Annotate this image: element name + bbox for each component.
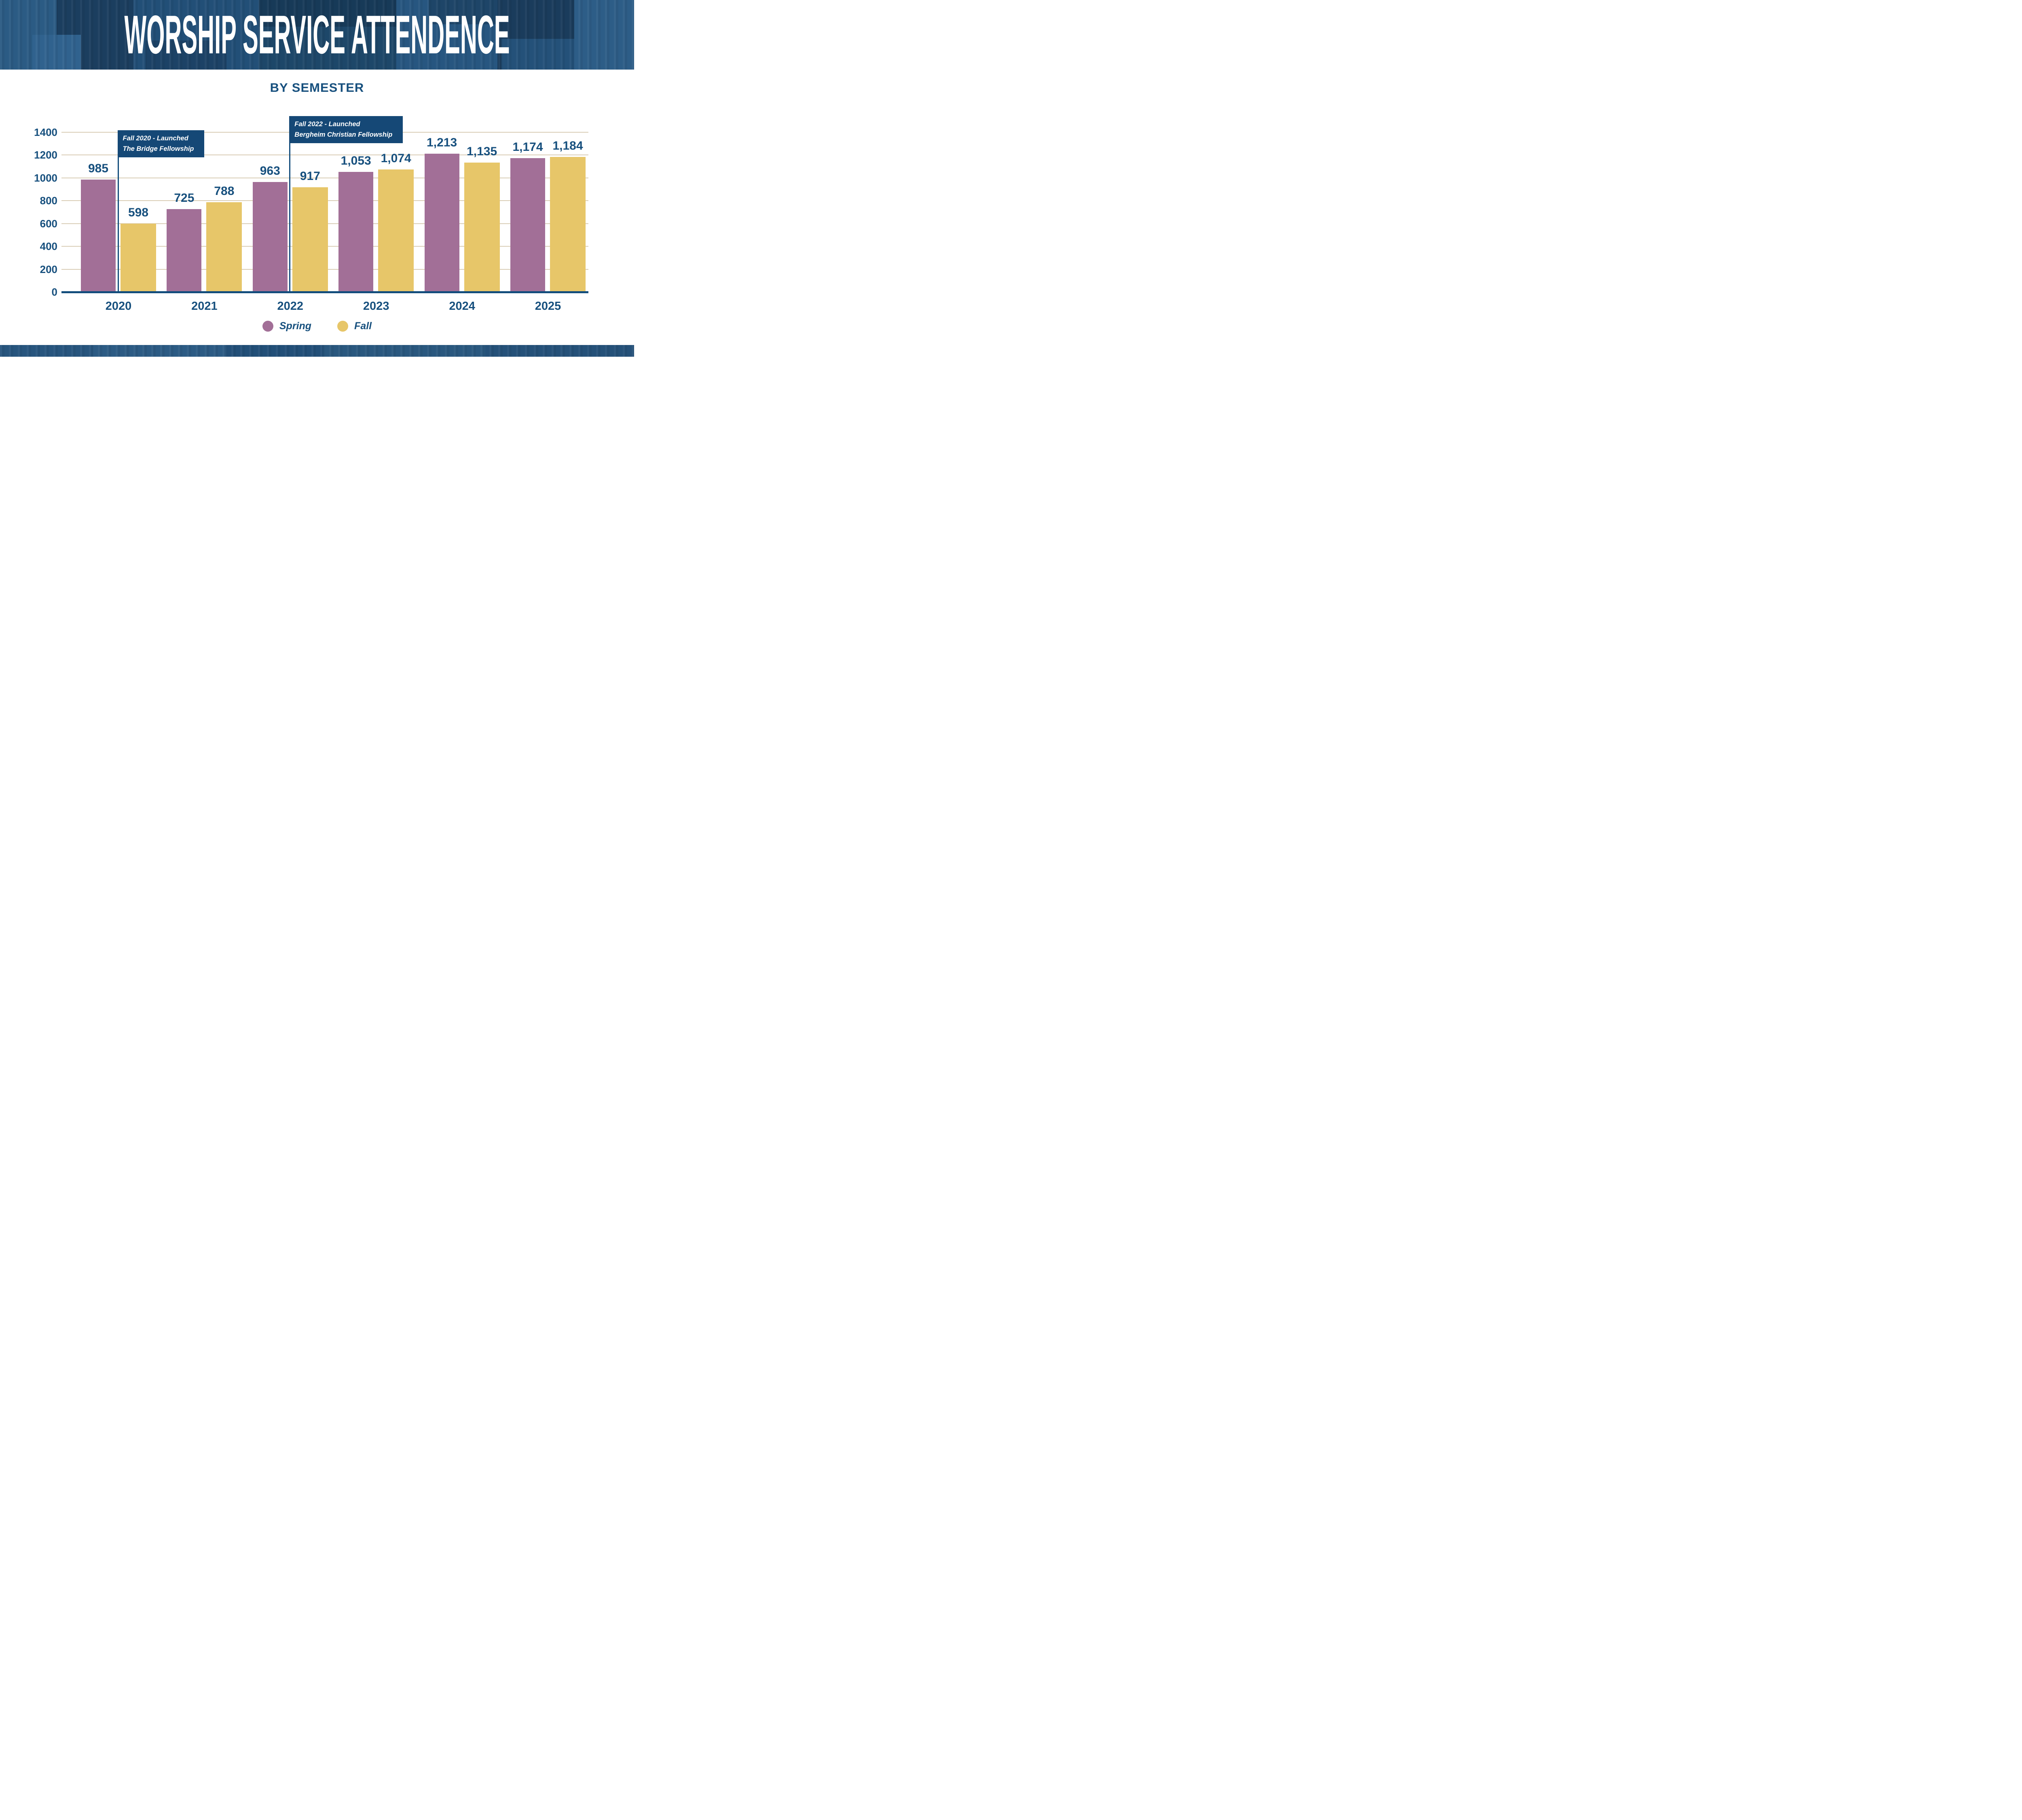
value-label-fall-2024: 1,135 (467, 144, 497, 158)
page-title: WORSHIP SERVICE ATTENDENCE (124, 4, 510, 65)
x-axis-label-2024: 2024 (449, 300, 475, 313)
legend-item-fall: Fall (337, 320, 372, 332)
bar-fall-2020 (121, 224, 156, 292)
x-axis-label-2021: 2021 (191, 300, 218, 313)
bar-fall-2021 (206, 202, 242, 292)
footer-collage-block (226, 345, 324, 357)
y-axis-label-1400: 1400 (34, 126, 57, 138)
header-collage-patch (259, 0, 396, 27)
legend-swatch-fall (337, 321, 349, 332)
value-label-spring-2021: 725 (174, 191, 195, 205)
annotation-text-line: Fall 2020 - Launched (123, 135, 188, 142)
footer-collage-block (93, 345, 226, 357)
footer-collage-block (324, 345, 485, 357)
value-label-spring-2025: 1,174 (512, 140, 543, 154)
bar-fall-2024 (464, 162, 500, 292)
header-collage-texture (0, 0, 634, 70)
bar-fall-2023 (378, 169, 414, 292)
bar-spring-2023 (338, 171, 374, 292)
header-collage-patch (146, 40, 226, 70)
legend-label-spring: Spring (279, 320, 312, 332)
value-label-spring-2020: 985 (88, 162, 109, 176)
bar-spring-2022 (252, 182, 288, 292)
y-axis-label-1000: 1000 (34, 171, 57, 184)
header-collage-block (574, 0, 634, 70)
x-axis-label-2023: 2023 (363, 300, 389, 313)
footer-collage-block (0, 345, 93, 357)
y-axis-label-1200: 1200 (34, 149, 57, 161)
y-axis-label-600: 600 (40, 217, 57, 230)
value-label-fall-2021: 788 (214, 184, 235, 198)
x-axis-label-2025: 2025 (535, 300, 561, 313)
header-collage-patch (501, 39, 574, 70)
annotation-line-2 (289, 116, 291, 292)
footer-collage-texture (0, 345, 634, 357)
legend-label-fall: Fall (354, 320, 372, 332)
value-label-fall-2020: 598 (128, 206, 149, 220)
bar-spring-2025 (510, 158, 545, 292)
annotation-text-line: Fall 2022 - Launched (294, 121, 360, 128)
legend-item-spring: Spring (262, 320, 311, 332)
y-axis-label-200: 200 (40, 263, 57, 275)
bar-spring-2024 (424, 153, 459, 292)
plot-area: 1400 1200 1000 800 600 400 200 0 985 725 963 1,053 1… (0, 0, 634, 357)
bar-spring-2021 (167, 209, 202, 292)
header-collage-patch (32, 35, 81, 70)
y-axis-label-800: 800 (40, 195, 57, 207)
value-label-fall-2025: 1,184 (552, 139, 583, 152)
annotation-text-line: Bergheim Christian Fellowship (294, 131, 393, 138)
chart-subtitle: BY SEMESTER (270, 80, 364, 95)
value-label-spring-2022: 963 (260, 164, 280, 178)
legend: Spring Fall (0, 320, 634, 332)
bar-spring-2020 (81, 180, 116, 292)
value-label-spring-2024: 1,213 (427, 135, 457, 149)
bar-fall-2025 (550, 157, 586, 292)
bar-fall-2022 (292, 187, 328, 292)
x-axis-label-2022: 2022 (277, 300, 304, 313)
footer-band (0, 345, 634, 357)
legend-swatch-spring (262, 321, 273, 332)
y-axis-label-0: 0 (51, 286, 57, 298)
header-band: WORSHIP SERVICE ATTENDENCE (0, 0, 634, 70)
gridline-1200 (61, 154, 588, 156)
annotation-box-2: Fall 2022 - Launched Bergheim Christian F… (289, 116, 403, 143)
value-label-fall-2023: 1,074 (381, 151, 411, 165)
annotation-text-line: The Bridge Fellowship (123, 145, 194, 152)
x-axis-label-2020: 2020 (105, 300, 132, 313)
footer-collage-block (485, 345, 634, 357)
annotation-box-1: Fall 2020 - Launched The Bridge Fellowshi… (117, 130, 204, 157)
slide-canvas: WORSHIP SERVICE ATTENDENCE BY SEMESTER 1… (0, 0, 634, 357)
y-axis-label-400: 400 (40, 240, 57, 253)
annotation-line-1 (117, 130, 119, 292)
value-label-spring-2023: 1,053 (341, 154, 371, 167)
value-label-fall-2022: 917 (300, 169, 320, 183)
header-collage-patch (429, 0, 497, 24)
x-axis-line (61, 291, 588, 293)
